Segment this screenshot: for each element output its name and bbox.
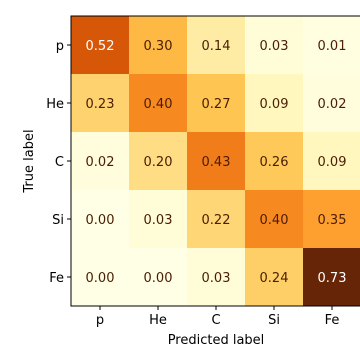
heatmap-cell-2-4 [303,132,360,191]
cell-value-3-2: 0.22 [202,213,231,228]
cell-value-2-4: 0.09 [318,155,347,170]
heatmap-cell-4-0 [71,248,130,307]
cell-value-4-3: 0.24 [260,271,289,286]
cell-value-2-1: 0.20 [144,155,173,170]
x-tick-label-1: He [149,313,167,328]
cell-values: 0.52 0.30 0.14 0.03 0.01 0.23 0.40 0.27 0.09 0.02… [86,39,347,286]
heatmap-cell-2-0 [71,132,130,191]
y-tick-label-3: Si [52,213,64,228]
heatmap-cell-1-4 [303,74,360,133]
y-tick-label-1: He [46,97,64,112]
x-tick-label-0: p [96,313,104,328]
heatmap-cell-3-2 [187,190,246,249]
x-axis-ticks: p He C Si Fe [96,306,340,328]
y-tick-label-2: C [55,155,64,170]
heatmap-cell-3-4 [303,190,360,249]
cell-value-2-2: 0.43 [202,155,231,170]
cell-value-0-3: 0.03 [260,39,289,54]
cell-value-1-1: 0.40 [144,97,173,112]
heatmap-cell-2-2 [187,132,246,191]
heatmap-cell-4-2 [187,248,246,307]
heatmap-cell-1-0 [71,74,130,133]
cell-value-0-2: 0.14 [202,39,231,54]
cell-value-1-2: 0.27 [202,97,231,112]
cell-value-4-4: 0.73 [318,271,347,286]
cell-value-1-0: 0.23 [86,97,115,112]
y-tick-label-4: Fe [49,271,64,286]
cell-value-4-2: 0.03 [202,271,231,286]
cell-value-0-0: 0.52 [86,39,115,54]
heatmap-cells [71,16,360,307]
cell-value-1-3: 0.09 [260,97,289,112]
heatmap-cell-4-1 [129,248,188,307]
heatmap-cell-1-2 [187,74,246,133]
cell-value-0-1: 0.30 [144,39,173,54]
cell-value-0-4: 0.01 [318,39,347,54]
heatmap-cell-3-1 [129,190,188,249]
heatmap-cell-0-2 [187,16,246,75]
cell-value-4-0: 0.00 [86,271,115,286]
heatmap-cell-0-1 [129,16,188,75]
x-tick-label-2: C [211,313,220,328]
heatmap-cell-1-1 [129,74,188,133]
heatmap-cell-3-3 [245,190,304,249]
cell-value-4-1: 0.00 [144,271,173,286]
cell-value-1-4: 0.02 [318,97,347,112]
y-tick-label-0: p [56,39,64,54]
cell-value-2-3: 0.26 [260,155,289,170]
heatmap-cell-0-0 [71,16,130,75]
y-axis-ticks: p He C Si Fe [46,39,71,286]
y-axis-label: True label [22,129,37,193]
heatmap-cell-1-3 [245,74,304,133]
cell-value-3-4: 0.35 [318,213,347,228]
x-tick-label-3: Si [268,313,280,328]
x-axis-label: Predicted label [168,333,265,344]
cell-value-3-3: 0.40 [260,213,289,228]
heatmap-cell-4-3 [245,248,304,307]
x-tick-label-4: Fe [325,313,340,328]
heatmap-cell-4-4 [303,248,360,307]
heatmap-cell-3-0 [71,190,130,249]
heatmap-cell-0-3 [245,16,304,75]
cell-value-3-0: 0.00 [86,213,115,228]
heatmap-cell-2-1 [129,132,188,191]
cell-value-3-1: 0.03 [144,213,173,228]
heatmap-cell-0-4 [303,16,360,75]
heatmap-cell-2-3 [245,132,304,191]
cell-value-2-0: 0.02 [86,155,115,170]
